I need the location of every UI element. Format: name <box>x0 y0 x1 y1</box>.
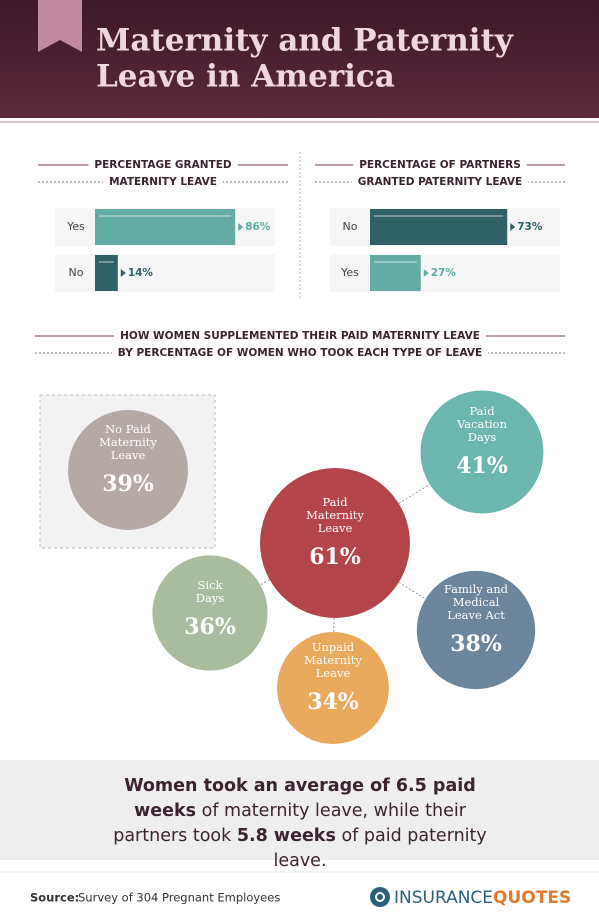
bubble-label: Leave <box>111 448 146 462</box>
bubble-label: Maternity <box>99 435 157 449</box>
bubble-label: Medical <box>453 595 500 609</box>
title-line: Leave in America <box>96 59 395 95</box>
ribbon <box>38 0 82 52</box>
bar <box>95 255 118 291</box>
value-pointer <box>238 223 244 231</box>
heading-text: GRANTED PATERNITY LEAVE <box>358 176 522 188</box>
bubble-label: Leave Act <box>447 608 505 622</box>
value-label: 27% <box>431 267 457 279</box>
heading-text: HOW WOMEN SUPPLEMENTED THEIR PAID MATERN… <box>120 330 480 342</box>
bubble-value: 41% <box>456 453 508 479</box>
header-band <box>0 0 599 118</box>
bubble-value: 36% <box>184 614 236 640</box>
bubble-label: Family and <box>444 582 509 596</box>
heading-gap <box>88 159 238 171</box>
bubble <box>416 570 536 690</box>
heading-gap <box>111 347 489 359</box>
source-text: Survey of 304 Pregnant Employees <box>78 891 280 905</box>
source-label: Source: <box>30 891 79 905</box>
heading-text: BY PERCENTAGE OF WOMEN WHO TOOK EACH TYP… <box>118 347 482 359</box>
heading-text: PERCENTAGE OF PARTNERS <box>359 159 521 171</box>
logo-icon-mark <box>375 892 385 902</box>
logo-part: QUOTES <box>493 888 571 908</box>
bubble-value: 39% <box>102 471 154 497</box>
heading-text: PERCENTAGE GRANTED <box>94 159 231 171</box>
summary-part: 5.8 weeks <box>236 826 336 846</box>
heading-gap <box>103 176 223 188</box>
logo-part: INSURANCE <box>394 888 493 908</box>
summary-part: Women took an average of 6.5 paid weeks <box>124 776 476 821</box>
bubble-label: Vacation <box>456 417 508 431</box>
bubble-value: 38% <box>450 631 502 657</box>
bubble-label: Paid <box>322 495 348 509</box>
bubble-label: Unpaid <box>312 640 355 654</box>
value-label: 14% <box>128 267 154 279</box>
category-label: No <box>69 266 84 279</box>
logo-text: INSURANCEQUOTES <box>394 888 571 908</box>
bubble <box>68 410 188 530</box>
heading-gap <box>353 159 527 171</box>
bubble-label: Leave <box>318 521 353 535</box>
category-label: Yes <box>340 266 359 279</box>
category-label: Yes <box>66 220 85 233</box>
bubble <box>260 468 410 618</box>
connector <box>398 483 430 504</box>
heading-gap <box>114 330 486 342</box>
bar <box>370 209 508 245</box>
category-label: No <box>343 220 358 233</box>
connector <box>260 579 270 586</box>
connector <box>398 581 426 600</box>
bubble <box>277 632 389 744</box>
bar <box>95 209 236 245</box>
bubble-label: No Paid <box>105 422 151 436</box>
summary-box <box>0 760 599 860</box>
value-label: 73% <box>517 221 543 233</box>
bubble-value: 34% <box>307 689 359 715</box>
title-line: Maternity and Paternity <box>96 23 514 59</box>
bubble <box>420 390 544 514</box>
summary: Women took an average of 6.5 paid weeks … <box>100 774 500 874</box>
heading-gap <box>351 176 529 188</box>
bubble-label: Leave <box>316 666 351 680</box>
summary-part: of paid paternity leave. <box>273 826 487 871</box>
row-bg <box>330 254 560 292</box>
bubble-label: Days <box>196 591 225 605</box>
logo-icon <box>370 887 390 907</box>
bubble <box>152 555 268 671</box>
value-pointer <box>510 223 516 231</box>
row-bg <box>55 254 275 292</box>
summary-part: of maternity leave, while their partners… <box>113 801 466 846</box>
bubble-label: Maternity <box>306 508 364 522</box>
bubble-label: Paid <box>469 404 495 418</box>
value-pointer <box>120 269 126 277</box>
bubble-value: 61% <box>309 544 361 570</box>
bubble-label: Days <box>468 430 497 444</box>
bubble-label: Maternity <box>304 653 362 667</box>
value-label: 86% <box>245 221 271 233</box>
bar <box>370 255 421 291</box>
bubble-label: Sick <box>198 578 224 592</box>
heading-text: MATERNITY LEAVE <box>109 176 217 188</box>
value-pointer <box>423 269 429 277</box>
